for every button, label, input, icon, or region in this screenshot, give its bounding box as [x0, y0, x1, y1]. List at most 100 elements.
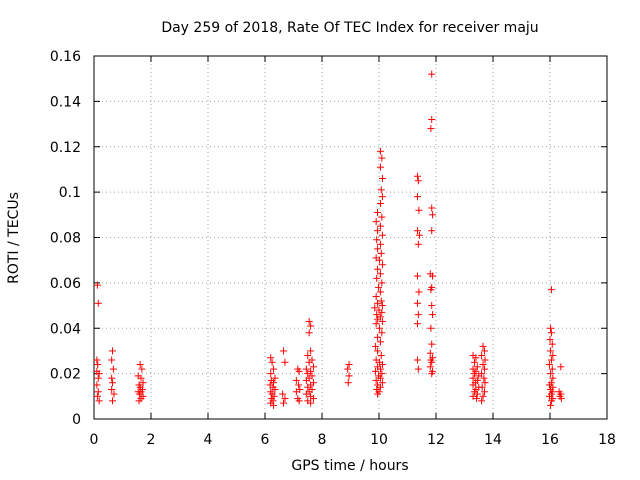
- data-point: [94, 388, 102, 396]
- data-point: [376, 163, 384, 171]
- data-point: [94, 299, 102, 307]
- data-point: [374, 283, 382, 291]
- data-point: [413, 356, 421, 364]
- x-tick-label: 18: [598, 432, 616, 448]
- y-tick-label: 0.1: [59, 185, 81, 201]
- data-point: [470, 370, 478, 378]
- data-point: [345, 361, 353, 369]
- data-point: [378, 213, 386, 221]
- data-point: [307, 347, 315, 355]
- data-point: [376, 256, 384, 264]
- data-point: [374, 245, 382, 253]
- y-tick-label: 0.02: [50, 367, 81, 383]
- data-point: [374, 333, 382, 341]
- data-point: [547, 347, 555, 355]
- data-point: [428, 204, 436, 212]
- data-point: [376, 324, 384, 332]
- data-point: [109, 347, 117, 355]
- data-point: [547, 324, 555, 332]
- data-point: [547, 329, 555, 337]
- data-point: [546, 336, 554, 344]
- data-point: [557, 395, 565, 403]
- data-point: [95, 397, 103, 405]
- data-point: [109, 365, 117, 373]
- data-point: [374, 347, 382, 355]
- data-point: [376, 199, 384, 207]
- data-point: [376, 147, 384, 155]
- data-point: [305, 358, 313, 366]
- data-point: [139, 379, 147, 387]
- data-point: [267, 354, 275, 362]
- data-point: [108, 374, 116, 382]
- data-point: [549, 351, 557, 359]
- data-point: [429, 211, 437, 219]
- x-tick-label: 4: [204, 432, 213, 448]
- chart-title: Day 259 of 2018, Rate Of TEC Index for r…: [161, 20, 538, 36]
- data-point: [378, 261, 386, 269]
- data-point: [480, 388, 488, 396]
- data-point: [378, 317, 386, 325]
- axes: 0 2 4 6 8 10 12 14 16 18 0 0.02 0.04 0.06 0.08 0.1 0.12 0…: [50, 49, 616, 448]
- data-point: [93, 392, 101, 400]
- data-point: [547, 401, 555, 409]
- data-point: [344, 379, 352, 387]
- data-point: [108, 386, 116, 394]
- data-point: [413, 172, 421, 180]
- data-point: [428, 340, 436, 348]
- data-point: [136, 361, 144, 369]
- data-point: [374, 390, 382, 398]
- y-axis-label: ROTI / TECUs: [6, 192, 22, 284]
- data-point: [549, 374, 557, 382]
- y-tick-label: 0: [72, 412, 81, 428]
- data-point: [374, 227, 382, 235]
- data-point: [135, 397, 143, 405]
- data-point: [548, 365, 556, 373]
- y-tick-label: 0.12: [50, 140, 81, 156]
- data-point: [280, 347, 288, 355]
- data-point: [414, 365, 422, 373]
- data-point: [378, 175, 386, 183]
- data-point: [295, 367, 303, 375]
- data-point: [95, 370, 103, 378]
- data-point: [345, 372, 353, 380]
- data-point: [478, 370, 486, 378]
- data-point: [414, 240, 422, 248]
- data-point: [109, 379, 117, 387]
- x-tick-label: 2: [147, 432, 156, 448]
- data-point: [469, 374, 477, 382]
- data-point: [376, 383, 384, 391]
- data-point: [377, 249, 385, 257]
- data-point: [428, 227, 436, 235]
- data-point: [428, 358, 436, 366]
- data-point: [374, 299, 382, 307]
- data-point: [271, 374, 279, 382]
- data-point: [428, 116, 436, 124]
- data-point: [304, 383, 312, 391]
- data-point: [309, 363, 317, 371]
- data-point: [378, 329, 386, 337]
- data-point: [109, 397, 117, 405]
- data-point: [302, 365, 310, 373]
- data-point: [413, 227, 421, 235]
- data-point: [377, 351, 385, 359]
- data-point: [302, 376, 310, 384]
- data-point: [545, 361, 553, 369]
- data-point: [305, 317, 313, 325]
- data-point: [93, 381, 101, 389]
- data-point: [94, 361, 102, 369]
- data-point: [429, 311, 437, 319]
- data-point: [470, 358, 478, 366]
- data-point: [547, 370, 555, 378]
- x-tick-label: 6: [261, 432, 270, 448]
- data-point: [478, 383, 486, 391]
- data-point: [480, 374, 488, 382]
- data-point: [376, 270, 384, 278]
- data-point: [279, 390, 287, 398]
- data-point: [479, 342, 487, 350]
- data-point: [373, 274, 381, 282]
- y-tick-label: 0.08: [50, 231, 81, 247]
- data-point: [372, 367, 380, 375]
- data-point: [374, 209, 382, 217]
- data-point: [414, 311, 422, 319]
